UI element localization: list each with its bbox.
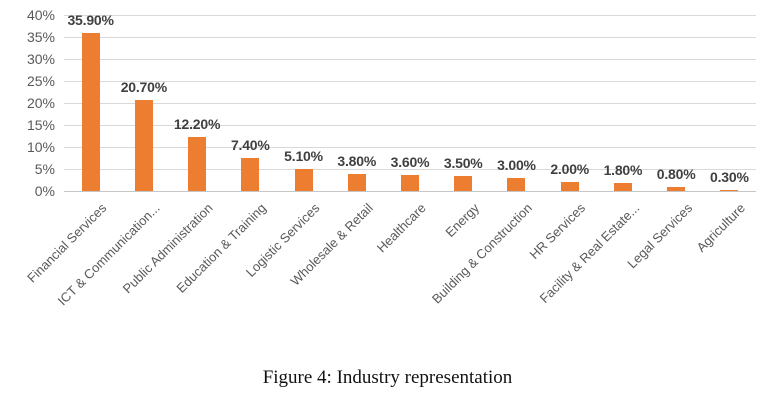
industry-representation-bar-chart: 0% 5% 10% 15% 20% 25% 30% 35% 40% 35.90% Financial… [24, 7, 756, 309]
y-axis-tick-label: 40% [26, 7, 55, 23]
bar [667, 187, 686, 191]
bar-value-label: 3.80% [337, 153, 377, 170]
bar [613, 183, 632, 191]
bar-value-label: 20.70% [120, 78, 167, 95]
y-axis-tick-label: 10% [26, 139, 55, 155]
bar [560, 182, 579, 191]
bar [720, 189, 739, 191]
x-axis-line [64, 191, 756, 192]
gridline [64, 103, 756, 104]
y-axis-tick-label: 30% [26, 51, 55, 67]
y-axis-tick-label: 25% [26, 73, 55, 89]
bar [294, 168, 313, 191]
x-axis-category-label: Public Administration [120, 200, 216, 297]
bar [347, 174, 366, 191]
figure-caption: Figure 4: Industry representation [262, 367, 513, 388]
gridline [64, 147, 756, 148]
gridline [64, 37, 756, 38]
bar-value-label: 12.20% [173, 116, 221, 133]
bar-value-label: 35.90% [67, 12, 114, 29]
y-axis-tick-label: 15% [26, 117, 55, 133]
bar-value-label: 0.30% [710, 168, 749, 185]
bar [454, 175, 473, 191]
gridline [64, 81, 756, 82]
y-axis-tick-label: 35% [26, 29, 55, 45]
bar-value-label: 3.50% [443, 154, 483, 171]
gridline [64, 15, 756, 16]
bar [81, 33, 100, 191]
bar-value-label: 3.00% [497, 156, 536, 173]
gridline [64, 125, 756, 126]
bar-value-label: 5.10% [284, 147, 323, 164]
x-axis-category-label: Building & Construction [429, 200, 536, 307]
x-axis-category-label: Facility & Real Estate... [536, 200, 642, 306]
x-axis-category-label: ICT & Communication... [54, 200, 163, 309]
x-axis-category-label: Healthcare [373, 200, 429, 256]
bar [507, 177, 526, 191]
bar-value-label: 7.40% [230, 137, 270, 154]
x-axis-category-label: Energy [442, 200, 483, 241]
bar [134, 99, 153, 191]
bar-value-label: 1.80% [603, 162, 643, 179]
gridline [64, 169, 756, 170]
y-axis-tick-label: 5% [34, 161, 55, 177]
y-axis-tick-label: 20% [26, 95, 55, 111]
bar [241, 158, 260, 191]
bar [401, 175, 419, 191]
y-axis-tick-label: 0% [34, 183, 55, 199]
gridline [64, 59, 756, 60]
bar-value-label: 0.80% [656, 166, 696, 183]
bar-value-label: 2.00% [550, 161, 590, 178]
bar [188, 137, 207, 191]
bar-value-label: 3.60% [390, 154, 430, 171]
x-axis-category-label: Agriculture [693, 200, 749, 255]
